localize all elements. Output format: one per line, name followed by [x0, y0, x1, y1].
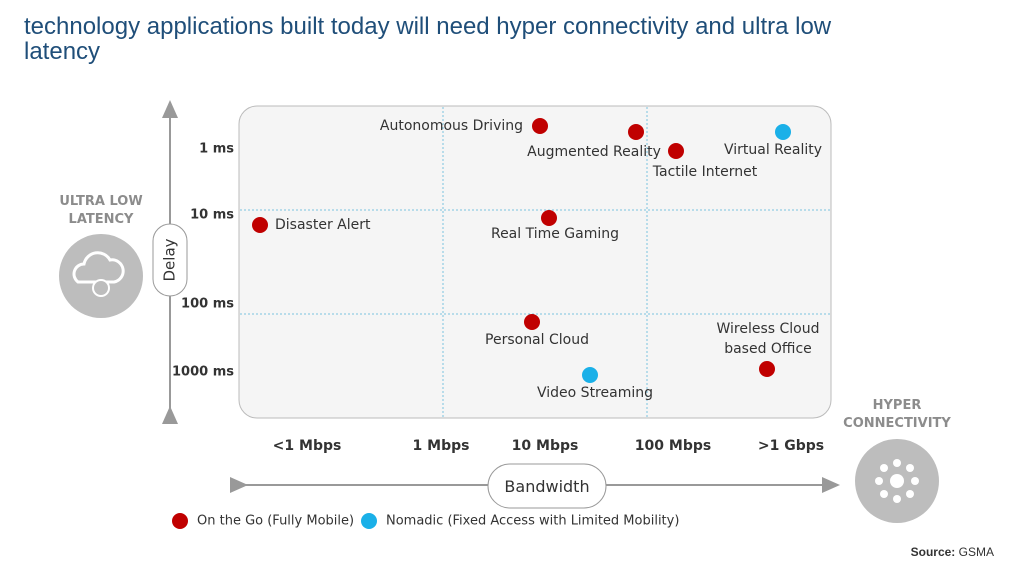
- network-icon: [875, 459, 919, 503]
- app-label: Wireless Cloud based Office: [716, 321, 820, 357]
- y-tick-label: 1000 ms: [172, 364, 234, 380]
- x-tick-label: 100 Mbps: [634, 438, 712, 454]
- delay-pill: [152, 223, 188, 297]
- app-dot: [252, 217, 268, 233]
- download-icon: [92, 279, 110, 297]
- app-dot: [668, 143, 684, 159]
- plot-area: [238, 105, 832, 419]
- title: technology applications built today will…: [24, 13, 832, 65]
- source: Source: GSMA: [911, 546, 994, 558]
- app-label: Tactile Internet: [652, 164, 758, 180]
- source-value: GSMA: [958, 545, 994, 559]
- x-tick-label: <1 Mbps: [272, 438, 342, 454]
- y-axis-label: Delay: [160, 238, 179, 282]
- app-label: Augmented Reality: [527, 144, 661, 160]
- y-side-label: ULTRA LOW LATENCY: [59, 194, 143, 227]
- cloud-icon: [72, 251, 125, 284]
- legend-dot: [172, 513, 188, 529]
- legend-label: Nomadic (Fixed Access with Limited Mobil…: [386, 513, 680, 529]
- app-dot: [759, 361, 775, 377]
- app-label: Real Time Gaming: [490, 226, 620, 242]
- app-dot: [541, 210, 557, 226]
- x-tick-label: 1 Mbps: [412, 438, 470, 454]
- bandwidth-pill: [487, 463, 607, 509]
- x-side-label: HYPER CONNECTIVITY: [843, 398, 951, 431]
- source-label: Source:: [910, 545, 956, 559]
- latency-icon: [59, 234, 143, 318]
- x-axis-label: Bandwidth: [504, 477, 590, 496]
- app-label: Personal Cloud: [485, 332, 589, 348]
- y-tick-label: 1 ms: [199, 141, 234, 157]
- app-label: Autonomous Driving: [379, 118, 523, 134]
- legend-dot: [361, 513, 377, 529]
- x-tick-label: >1 Gbps: [757, 438, 825, 454]
- app-dot: [524, 314, 540, 330]
- app-label: Video Streaming: [537, 385, 653, 401]
- legend-label: On the Go (Fully Mobile): [197, 513, 355, 529]
- y-tick-label: 100 ms: [181, 296, 234, 312]
- app-dot: [628, 124, 644, 140]
- app-label: Virtual Reality: [723, 142, 823, 158]
- app-dot: [775, 124, 791, 140]
- x-tick-label: 10 Mbps: [511, 438, 579, 454]
- y-tick-label: 10 ms: [190, 207, 234, 223]
- app-dot: [532, 118, 548, 134]
- app-label: Disaster Alert: [275, 217, 371, 233]
- app-dot: [582, 367, 598, 383]
